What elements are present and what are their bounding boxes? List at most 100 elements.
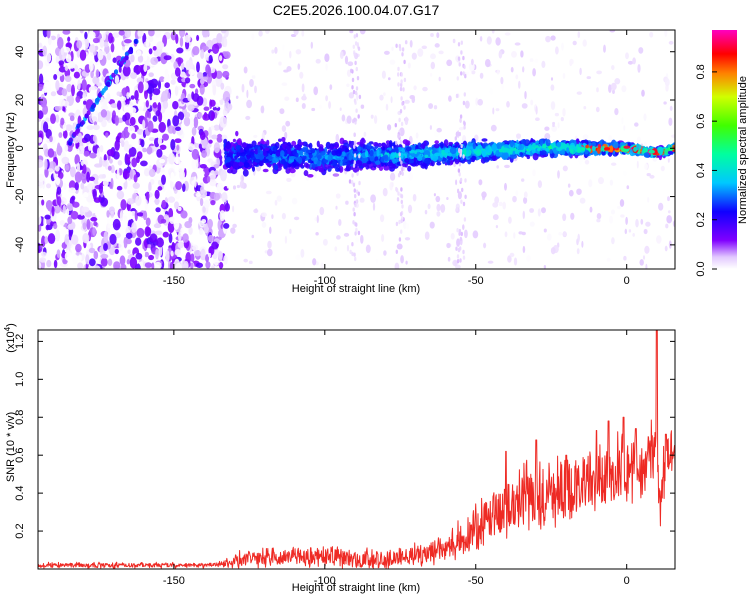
spectrogram-blob [193,116,199,129]
spectrogram-blob [169,53,175,63]
spectrogram-blob [103,242,108,252]
spectrogram-blob [669,105,673,111]
spectrogram-blob [550,247,556,255]
spectrogram-blob [271,153,276,158]
spectrogram-blob [120,199,127,211]
spectrogram-blob [389,59,396,65]
spectrogram-blob [496,165,499,169]
spectrogram-blob [134,210,138,222]
spectrogram-blob [238,161,244,167]
spectrogram-blob [86,218,91,230]
chart-title: C2E5.2026.100.04.07.G17 [273,2,440,18]
spectrogram-blob [258,153,264,160]
spectrogram-blob [354,231,357,236]
spectrogram-blob [644,163,648,170]
spectrogram-blob [596,70,602,75]
spectrogram-blob [167,221,175,233]
spectrogram-blob [404,40,408,45]
spectrogram-blob [129,169,133,180]
spectrogram-blob [428,146,432,151]
spectrogram-blob [202,113,211,121]
spectrogram-blob [269,226,272,234]
spectrogram-blob [131,157,138,168]
spectrogram-blob [591,141,596,147]
spectrogram-blob [462,55,465,61]
spectrogram-blob [400,79,403,84]
spectrogram-blob [64,75,72,83]
spectrogram-blob [460,143,463,149]
spectrogram-blob [149,233,158,243]
spectrogram-blob [180,227,184,236]
spectrogram-blob [124,51,129,57]
spectrogram-blob [670,134,675,138]
spectrogram-blob [232,161,239,169]
spectrogram-blob [323,159,329,164]
spectrogram-blob [501,141,505,146]
spectrogram-blob [110,210,115,218]
spectrogram-blob [504,32,511,36]
spectrogram-blob [613,141,619,149]
spectrogram-blob [398,43,401,49]
spectrogram-blob [462,100,466,106]
spectrogram-blob [101,119,107,128]
spectrogram-blob [115,55,122,62]
spectrogram-blob [133,174,138,183]
spectrogram-blob [578,157,583,165]
spectrogram-blob [140,160,148,167]
spectrogram-blob [99,144,104,153]
spectrogram-blob [400,82,403,88]
spectrogram-blob [430,61,436,70]
snr-frame [37,329,676,570]
spectrogram-blob [643,113,647,121]
spectrogram-blob [452,38,456,44]
spectrogram-blob [148,72,154,78]
spectrogram-blob [132,182,140,189]
spectrogram-blob [459,114,463,119]
spectrogram-blob [545,139,551,147]
spectrogram-blob [511,51,517,58]
spectrogram-blob [241,83,245,93]
spectrogram-blob [85,211,93,217]
spectrogram-blob [449,147,457,155]
spectrogram-blob [188,69,196,76]
spectrogram-blob [332,173,340,177]
y-tick-label: 0 [14,145,26,151]
spectrogram-blob [271,214,274,219]
spectrogram-blob [219,116,228,128]
spectrogram-blob [201,45,209,51]
x-tick-label: -150 [163,275,185,287]
spectrogram-blob [201,218,207,224]
spectrogram-blob [196,72,204,80]
spectrogram-blob [391,46,394,51]
spectrogram-blob [341,151,346,157]
spectrogram-blob [531,148,536,154]
spectrogram-blob [190,30,198,33]
spectrogram-blob [83,133,91,142]
spectrogram-blob [187,132,191,143]
spectrogram-blob [429,221,435,229]
spectrogram-blob [413,85,417,91]
spectrogram-blob [383,250,387,256]
spectrogram-blob [610,162,617,166]
spectrogram-blob [62,106,66,112]
spectrogram-blob [395,43,398,48]
spectrogram-blob [409,40,413,48]
spectrogram-blob [116,185,123,191]
spectrogram-blob [145,191,150,201]
spectrogram-blob [192,46,200,56]
spectrogram-blob [281,125,287,132]
spectrogram-blob [165,250,170,263]
spectrogram-blob [65,124,73,132]
spectrogram-blob [68,61,76,69]
spectrogram-blob [184,221,192,229]
spectrogram-blob [95,212,103,217]
spectrogram-blob [350,179,354,185]
spectrogram-blob [399,86,403,92]
spectrogram-blob [456,131,460,137]
spectrogram-blob [49,135,53,143]
spectrogram-blob [487,260,494,264]
spectrogram-blob [198,143,202,149]
snr-scale-note: (x104) [3,323,17,353]
spectrogram-blob [83,100,87,105]
spectrogram-blob [222,70,230,78]
